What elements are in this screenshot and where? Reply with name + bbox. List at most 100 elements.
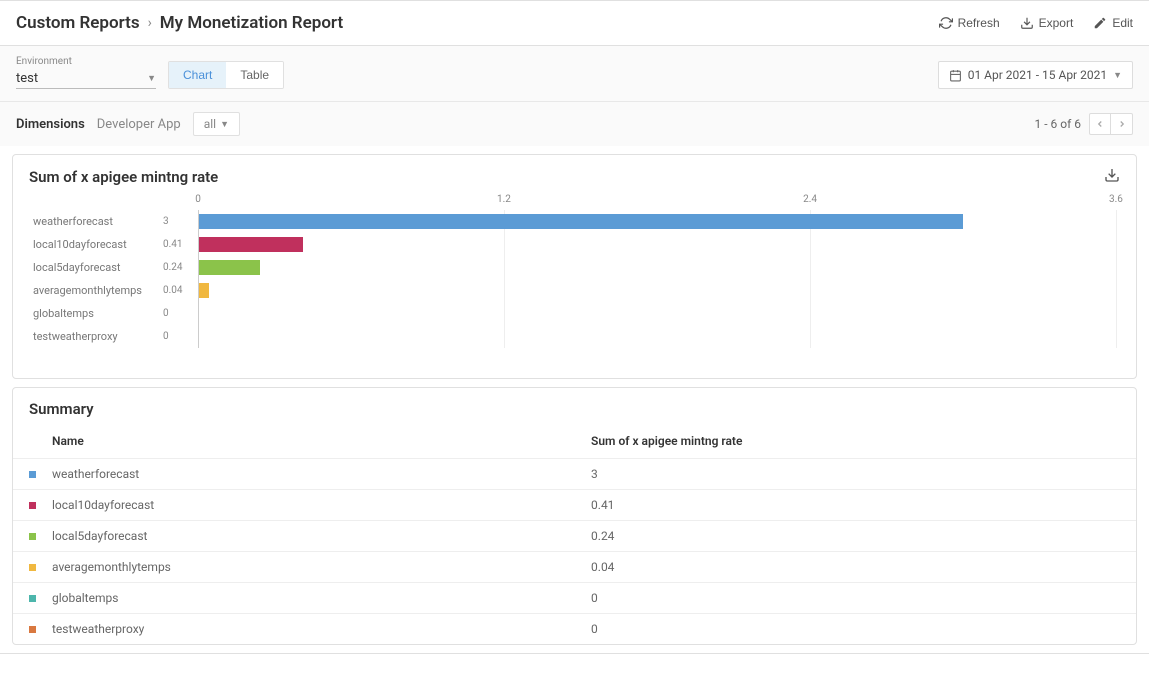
pager-prev-button[interactable]: [1089, 113, 1111, 135]
chart-bar-wrap: [198, 325, 1116, 348]
chart-row: local5dayforecast0.24: [33, 256, 1116, 279]
chart-category-label: local5dayforecast: [33, 261, 163, 274]
summary-header-row: Name Sum of x apigee mintng rate: [13, 424, 1136, 459]
swatch-cell: [13, 490, 44, 521]
dimensions-type: Developer App: [97, 117, 181, 132]
color-swatch: [29, 471, 36, 478]
table-row[interactable]: local10dayforecast0.41: [13, 490, 1136, 521]
chart-row: testweatherproxy0: [33, 325, 1116, 348]
chart-axis-ticks: 01.22.43.6: [198, 194, 1116, 210]
summary-table: Name Sum of x apigee mintng rate weather…: [13, 424, 1136, 644]
chevron-left-icon: [1095, 119, 1105, 129]
chart-bar[interactable]: [199, 260, 260, 275]
chart-download-button[interactable]: [1104, 167, 1120, 186]
dimensions-filter-value: all: [204, 117, 216, 131]
chart-value-label: 3: [163, 216, 198, 227]
axis-tick: 0: [195, 194, 201, 205]
calendar-icon: [949, 69, 962, 82]
chart-bar[interactable]: [199, 283, 209, 298]
chart-row: averagemonthlytemps0.04: [33, 279, 1116, 302]
chart-bar-wrap: [198, 210, 1116, 233]
chart-category-label: averagemonthlytemps: [33, 284, 163, 297]
chart-panel: Sum of x apigee mintng rate 01.22.43.6 w…: [12, 154, 1137, 379]
breadcrumb: Custom Reports › My Monetization Report: [16, 13, 343, 33]
row-name: weatherforecast: [44, 459, 583, 490]
environment-dropdown[interactable]: test ▼: [16, 69, 156, 89]
chevron-down-icon: ▼: [1113, 70, 1122, 81]
chart-area: 01.22.43.6 weatherforecast3local10dayfor…: [13, 194, 1136, 378]
row-value: 0.04: [583, 552, 1136, 583]
environment-value: test: [16, 71, 38, 86]
chart-category-label: weatherforecast: [33, 215, 163, 228]
swatch-cell: [13, 614, 44, 645]
chart-category-label: testweatherproxy: [33, 330, 163, 343]
summary-panel: Summary Name Sum of x apigee mintng rate…: [12, 387, 1137, 645]
dimensions-label: Dimensions: [16, 117, 85, 132]
environment-label: Environment: [16, 56, 156, 67]
color-swatch: [29, 564, 36, 571]
color-swatch: [29, 502, 36, 509]
chevron-down-icon: ▼: [220, 119, 229, 130]
chart-row: globaltemps0: [33, 302, 1116, 325]
chart-bar-wrap: [198, 233, 1116, 256]
chart-bar[interactable]: [199, 237, 303, 252]
refresh-icon: [939, 16, 953, 30]
row-name: local5dayforecast: [44, 521, 583, 552]
table-row[interactable]: weatherforecast3: [13, 459, 1136, 490]
dimensions-left: Dimensions Developer App all ▼: [16, 112, 240, 136]
chart-value-label: 0: [163, 331, 198, 342]
swatch-cell: [13, 583, 44, 614]
dimensions-bar: Dimensions Developer App all ▼ 1 - 6 of …: [0, 102, 1149, 146]
header-actions: Refresh Export Edit: [939, 16, 1133, 30]
edit-icon: [1093, 16, 1107, 30]
date-range-picker[interactable]: 01 Apr 2021 - 15 Apr 2021 ▼: [938, 61, 1133, 89]
row-value: 3: [583, 459, 1136, 490]
gridline: [1116, 210, 1117, 348]
chevron-right-icon: [1117, 119, 1127, 129]
breadcrumb-current: My Monetization Report: [160, 13, 343, 33]
table-row[interactable]: globaltemps0: [13, 583, 1136, 614]
export-button[interactable]: Export: [1020, 16, 1074, 30]
swatch-cell: [13, 552, 44, 583]
chart-panel-header: Sum of x apigee mintng rate: [13, 155, 1136, 194]
summary-header-name[interactable]: Name: [44, 424, 583, 459]
breadcrumb-parent[interactable]: Custom Reports: [16, 13, 140, 33]
refresh-label: Refresh: [958, 16, 1000, 30]
chart-row: local10dayforecast0.41: [33, 233, 1116, 256]
tab-table[interactable]: Table: [226, 62, 283, 88]
swatch-cell: [13, 459, 44, 490]
table-row[interactable]: averagemonthlytemps0.04: [13, 552, 1136, 583]
page-header: Custom Reports › My Monetization Report …: [0, 1, 1149, 46]
chevron-right-icon: ›: [148, 15, 152, 31]
environment-select[interactable]: Environment test ▼: [16, 56, 156, 89]
chart-category-label: globaltemps: [33, 307, 163, 320]
export-icon: [1020, 16, 1034, 30]
chart-bar[interactable]: [199, 214, 963, 229]
edit-label: Edit: [1112, 16, 1133, 30]
chevron-down-icon: ▼: [147, 73, 156, 84]
color-swatch: [29, 533, 36, 540]
pager-next-button[interactable]: [1111, 113, 1133, 135]
row-name: globaltemps: [44, 583, 583, 614]
row-value: 0.41: [583, 490, 1136, 521]
tab-chart[interactable]: Chart: [169, 62, 226, 88]
summary-title: Summary: [29, 400, 94, 418]
dimensions-filter-dropdown[interactable]: all ▼: [193, 112, 240, 136]
row-name: local10dayforecast: [44, 490, 583, 521]
color-swatch: [29, 626, 36, 633]
filters-bar: Environment test ▼ Chart Table 01 Apr 20…: [0, 46, 1149, 102]
page-root: Custom Reports › My Monetization Report …: [0, 0, 1149, 654]
edit-button[interactable]: Edit: [1093, 16, 1133, 30]
summary-panel-header: Summary: [13, 388, 1136, 424]
chart-row: weatherforecast3: [33, 210, 1116, 233]
chart-category-label: local10dayforecast: [33, 238, 163, 251]
summary-header-value[interactable]: Sum of x apigee mintng rate: [583, 424, 1136, 459]
color-swatch: [29, 595, 36, 602]
chart-title: Sum of x apigee mintng rate: [29, 168, 218, 186]
refresh-button[interactable]: Refresh: [939, 16, 1000, 30]
table-row[interactable]: testweatherproxy0: [13, 614, 1136, 645]
row-value: 0: [583, 614, 1136, 645]
chart-value-label: 0.41: [163, 239, 198, 250]
pager: 1 - 6 of 6: [1035, 113, 1133, 135]
table-row[interactable]: local5dayforecast0.24: [13, 521, 1136, 552]
